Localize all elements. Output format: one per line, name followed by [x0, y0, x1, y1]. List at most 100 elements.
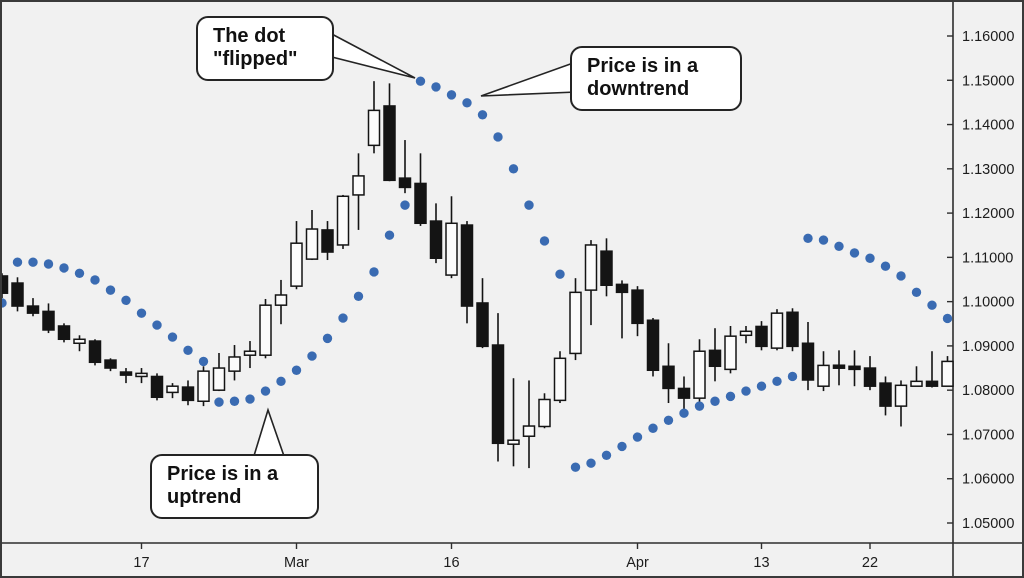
- sar-dot-below: [694, 401, 705, 411]
- callout-tail-flipped: [327, 30, 416, 79]
- y-axis-label: 1.14000: [962, 118, 1014, 134]
- sar-dot-below: [787, 371, 798, 382]
- sar-dot-above: [803, 233, 813, 244]
- candle-up: [693, 350, 706, 399]
- candle-up: [259, 304, 272, 356]
- sar-dot-below: [322, 333, 333, 344]
- sar-dot-above: [462, 98, 472, 108]
- candle-up: [584, 244, 598, 291]
- sar-dot-above: [415, 76, 426, 86]
- sar-dot-above: [183, 345, 193, 356]
- candle-up: [305, 228, 319, 260]
- candle-down: [491, 344, 505, 445]
- candle-down: [863, 367, 877, 387]
- sar-dot-below: [570, 462, 581, 472]
- y-axis-label: 1.09000: [962, 339, 1014, 355]
- candle-down: [755, 325, 768, 348]
- candle-down: [832, 364, 846, 369]
- candle-down: [42, 310, 55, 331]
- y-axis-label: 1.07000: [962, 427, 1014, 443]
- callout-tail-uptrend: [251, 407, 287, 460]
- y-axis-label: 1.10000: [962, 295, 1014, 311]
- sar-dot-above: [477, 110, 488, 120]
- candle-up: [212, 367, 226, 391]
- sar-dot-above: [446, 90, 457, 100]
- candle-down: [321, 229, 334, 253]
- candle-down: [460, 224, 474, 307]
- callout-text-line: "flipped": [213, 48, 298, 71]
- candle-down: [150, 375, 164, 399]
- sar-dot-below: [617, 441, 627, 452]
- sar-dot-above: [12, 257, 23, 267]
- sar-dot-above: [524, 200, 534, 210]
- candle-up: [197, 370, 210, 402]
- sar-dot-above: [431, 82, 441, 92]
- sar-dot-below: [601, 450, 612, 460]
- x-axis-label: 16: [443, 555, 459, 571]
- sar-dot-above: [493, 132, 503, 142]
- candle-up: [336, 195, 350, 246]
- sar-dot-above: [911, 287, 922, 298]
- sar-dot-above: [198, 356, 209, 367]
- callout-text-line: downtrend: [587, 78, 690, 101]
- sar-dot-below: [400, 200, 410, 210]
- x-axis-label: Apr: [626, 555, 649, 571]
- candle-down: [662, 365, 675, 390]
- sar-dot-below: [369, 267, 379, 277]
- callout-dot-flipped: The dot "flipped": [196, 16, 334, 81]
- sar-dot-below: [586, 458, 596, 468]
- sar-dot-below: [632, 432, 643, 442]
- candle-up: [724, 335, 737, 371]
- candle-down: [476, 302, 489, 348]
- sar-dot-below: [725, 391, 736, 402]
- y-axis-label: 1.08000: [962, 383, 1014, 399]
- candle-up: [522, 425, 536, 437]
- candle-up: [569, 291, 582, 355]
- sar-dot-above: [818, 235, 829, 245]
- sar-dot-above: [74, 268, 85, 279]
- callout-downtrend: Price is in a downtrend: [570, 46, 742, 111]
- candle-up: [817, 364, 830, 387]
- sar-dot-above: [539, 236, 550, 246]
- candle-down: [631, 289, 644, 325]
- candle-up: [274, 294, 288, 306]
- y-axis-label: 1.06000: [962, 472, 1014, 488]
- candle-down: [181, 386, 195, 402]
- candle-down: [11, 282, 24, 307]
- sar-dot-below: [710, 396, 720, 406]
- sar-dot-above: [43, 259, 54, 269]
- candle-down: [398, 177, 412, 189]
- sar-dot-above: [896, 271, 906, 281]
- candle-down: [848, 365, 861, 371]
- sar-dot-below: [276, 376, 286, 387]
- candle-down: [119, 371, 133, 376]
- sar-dot-below: [291, 365, 302, 375]
- candle-down: [104, 359, 117, 369]
- candle-down: [708, 349, 722, 368]
- sar-dot-below: [663, 415, 674, 425]
- candle-down: [600, 250, 613, 287]
- sar-dot-below: [229, 396, 240, 406]
- candle-down: [925, 380, 939, 387]
- sar-dot-above: [508, 164, 519, 174]
- candle-up: [135, 372, 148, 378]
- x-axis-label: 22: [862, 555, 878, 571]
- candle-up: [290, 242, 303, 287]
- y-axis-label: 1.05000: [962, 516, 1014, 532]
- candle-down: [646, 319, 660, 372]
- sar-dot-below: [756, 381, 767, 391]
- sar-dot-above: [880, 261, 891, 271]
- candle-down: [88, 340, 102, 364]
- sar-dot-above: [942, 313, 953, 324]
- candle-down: [57, 325, 71, 341]
- candle-down: [879, 382, 892, 407]
- sar-dot-above: [105, 285, 116, 295]
- candle-down: [383, 105, 396, 182]
- x-axis-label: Mar: [284, 555, 309, 571]
- candle-up: [894, 384, 908, 407]
- sar-dot-below: [648, 423, 658, 433]
- sar-dot-above: [865, 253, 875, 263]
- candle-down: [26, 305, 40, 314]
- candle-up: [445, 222, 458, 276]
